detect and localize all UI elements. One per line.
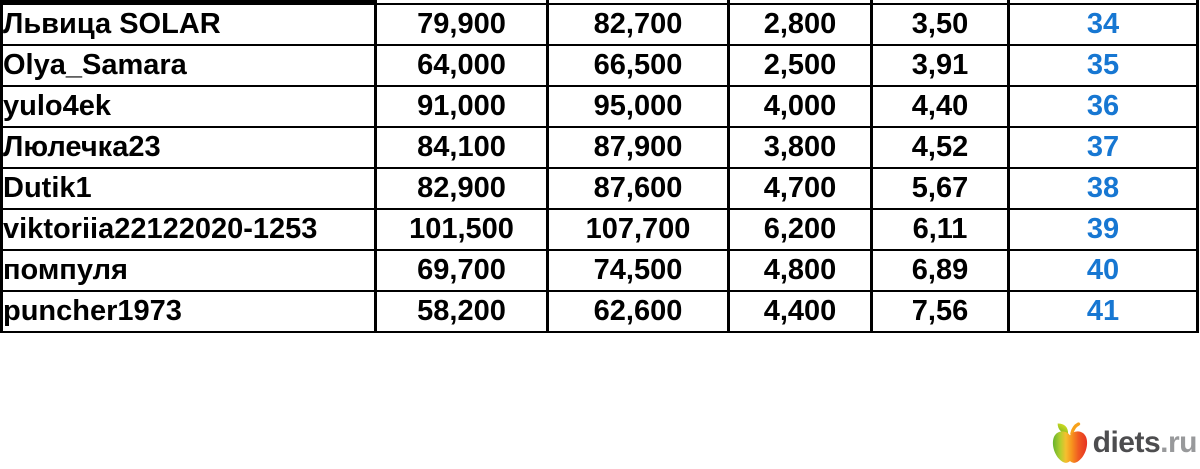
- value-cell: 6,200: [727, 208, 873, 251]
- value-cell: 79,900: [374, 3, 549, 46]
- participant-name-cell: yulo4ek: [0, 85, 377, 128]
- cropped-row-top: [0, 0, 1199, 5]
- value-cell: 69,700: [374, 249, 549, 292]
- participant-name-cell: puncher1973: [0, 290, 377, 333]
- cropped-cell: [0, 0, 377, 5]
- row-number-cell: 34: [1007, 3, 1199, 46]
- participant-name-cell: Люлечка23: [0, 126, 377, 169]
- value-cell: 87,600: [546, 167, 730, 210]
- weight-ranking-table: Львица SOLAR 79,900 82,700 2,800 3,50 34 Olya_…: [0, 0, 1199, 333]
- value-cell: 4,400: [727, 290, 873, 333]
- value-cell: 66,500: [546, 44, 730, 87]
- table-row: Olya_Samara 64,000 66,500 2,500 3,91 35: [0, 44, 1199, 87]
- value-cell: 64,000: [374, 44, 549, 87]
- value-cell: 95,000: [546, 85, 730, 128]
- value-cell: 3,800: [727, 126, 873, 169]
- value-cell: 107,700: [546, 208, 730, 251]
- value-cell: 4,52: [870, 126, 1010, 169]
- value-cell: 82,700: [546, 3, 730, 46]
- value-cell: 2,800: [727, 3, 873, 46]
- value-cell: 101,500: [374, 208, 549, 251]
- row-number-cell: 38: [1007, 167, 1199, 210]
- value-cell: 2,500: [727, 44, 873, 87]
- row-number-cell: 36: [1007, 85, 1199, 128]
- cropped-cell: [1007, 0, 1199, 5]
- value-cell: 5,67: [870, 167, 1010, 210]
- value-cell: 7,56: [870, 290, 1010, 333]
- cropped-cell: [546, 0, 730, 5]
- value-cell: 58,200: [374, 290, 549, 333]
- row-number-cell: 40: [1007, 249, 1199, 292]
- table-row: puncher1973 58,200 62,600 4,400 7,56 41: [0, 290, 1199, 333]
- value-cell: 82,900: [374, 167, 549, 210]
- brand-name: diets: [1092, 426, 1161, 459]
- value-cell: 6,89: [870, 249, 1010, 292]
- participant-name-cell: помпуля: [0, 249, 377, 292]
- apple-logo-icon: [1052, 422, 1087, 463]
- diets-ru-watermark: diets.ru: [1051, 421, 1197, 465]
- value-cell: 3,50: [870, 3, 1010, 46]
- value-cell: 4,000: [727, 85, 873, 128]
- table-row: Львица SOLAR 79,900 82,700 2,800 3,50 34: [0, 3, 1199, 46]
- table-row: yulo4ek 91,000 95,000 4,000 4,40 36: [0, 85, 1199, 128]
- participant-name-cell: viktoriia22122020-1253: [0, 208, 377, 251]
- value-cell: 4,40: [870, 85, 1010, 128]
- row-number-cell: 41: [1007, 290, 1199, 333]
- value-cell: 84,100: [374, 126, 549, 169]
- value-cell: 4,800: [727, 249, 873, 292]
- value-cell: 62,600: [546, 290, 730, 333]
- cropped-cell: [727, 0, 873, 5]
- value-cell: 74,500: [546, 249, 730, 292]
- table-row: Люлечка23 84,100 87,900 3,800 4,52 37: [0, 126, 1199, 169]
- brand-text: diets.ru: [1092, 422, 1198, 464]
- row-number-cell: 35: [1007, 44, 1199, 87]
- participant-name-cell: Dutik1: [0, 167, 377, 210]
- value-cell: 6,11: [870, 208, 1010, 251]
- value-cell: 4,700: [727, 167, 873, 210]
- table-row: viktoriia22122020-1253 101,500 107,700 6,20…: [0, 208, 1199, 251]
- table-row: помпуля 69,700 74,500 4,800 6,89 40: [0, 249, 1199, 292]
- brand-tld: .ru: [1160, 426, 1197, 459]
- value-cell: 87,900: [546, 126, 730, 169]
- value-cell: 3,91: [870, 44, 1010, 87]
- participant-name-cell: Львица SOLAR: [0, 3, 377, 46]
- row-number-cell: 39: [1007, 208, 1199, 251]
- table-row: Dutik1 82,900 87,600 4,700 5,67 38: [0, 167, 1199, 210]
- cropped-cell: [870, 0, 1010, 5]
- participant-name-cell: Olya_Samara: [0, 44, 377, 87]
- cropped-cell: [374, 0, 549, 5]
- value-cell: 91,000: [374, 85, 549, 128]
- row-number-cell: 37: [1007, 126, 1199, 169]
